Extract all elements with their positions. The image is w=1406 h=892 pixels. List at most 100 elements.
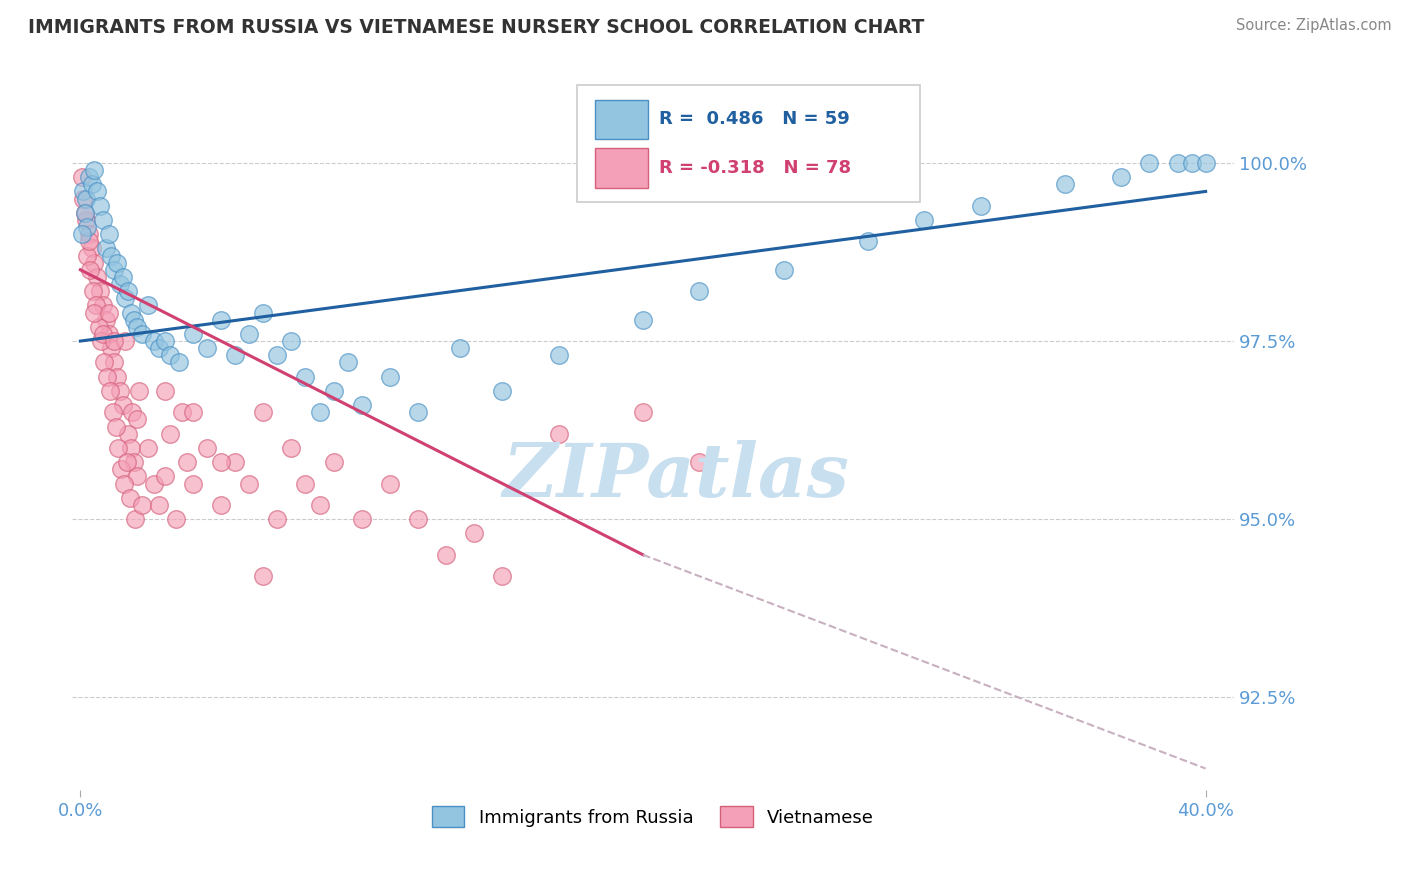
Point (94, 242, 117, 256)
Point (322, 455, 344, 469)
Point (76, 220, 98, 235)
Point (86, 269, 108, 284)
Legend: Immigrants from Russia, Vietnamese: Immigrants from Russia, Vietnamese (425, 799, 882, 834)
Point (378, 476, 401, 491)
Point (105, 255, 128, 269)
Point (772, 262, 794, 277)
Point (181, 405, 204, 419)
Point (111, 398, 134, 412)
Point (125, 469, 148, 483)
Point (87, 319, 110, 334)
Point (104, 419, 127, 434)
Point (82, 284, 104, 298)
Text: ZIPatlas: ZIPatlas (503, 440, 849, 513)
Point (547, 426, 569, 441)
Point (117, 426, 139, 441)
Point (103, 262, 125, 277)
Point (84, 298, 107, 312)
Point (308, 498, 330, 512)
Point (122, 455, 145, 469)
Point (91, 213, 114, 227)
Point (406, 512, 429, 526)
Point (131, 498, 153, 512)
Point (93, 355, 115, 369)
Point (350, 398, 373, 412)
Point (167, 355, 190, 369)
Point (97, 305, 120, 319)
Point (224, 348, 246, 362)
Point (336, 355, 359, 369)
Point (91, 298, 114, 312)
Point (252, 569, 274, 583)
Point (142, 334, 165, 348)
Point (107, 441, 129, 455)
Point (83, 163, 105, 178)
Point (125, 319, 148, 334)
Point (434, 548, 457, 562)
Point (89, 199, 111, 213)
Point (70, 227, 93, 242)
Point (252, 305, 274, 319)
Text: R = -0.318   N = 78: R = -0.318 N = 78 (658, 159, 851, 177)
Point (73, 206, 96, 220)
Point (72, 192, 94, 206)
Point (378, 369, 401, 384)
FancyBboxPatch shape (595, 148, 648, 188)
Point (1109, 170, 1132, 185)
Point (120, 305, 142, 319)
Point (176, 455, 198, 469)
Point (117, 284, 139, 298)
Point (1137, 156, 1160, 170)
Point (96, 369, 118, 384)
Point (77, 170, 100, 185)
Point (108, 384, 131, 398)
Point (110, 462, 132, 476)
Point (280, 441, 302, 455)
Point (631, 405, 654, 419)
Point (112, 476, 135, 491)
Point (94, 312, 117, 326)
Point (406, 405, 429, 419)
Point (238, 326, 260, 341)
Point (122, 312, 145, 326)
Point (136, 441, 159, 455)
Point (108, 277, 131, 291)
FancyBboxPatch shape (578, 85, 920, 202)
Point (159, 426, 181, 441)
Point (73, 206, 96, 220)
Point (100, 249, 122, 263)
Point (491, 569, 513, 583)
Point (449, 341, 471, 355)
Point (124, 512, 146, 526)
Point (103, 334, 125, 348)
Text: IMMIGRANTS FROM RUSSIA VS VIETNAMESE NURSERY SCHOOL CORRELATION CHART: IMMIGRANTS FROM RUSSIA VS VIETNAMESE NUR… (28, 18, 925, 37)
Point (105, 369, 128, 384)
Point (148, 498, 170, 512)
Point (91, 326, 114, 341)
Point (1166, 156, 1188, 170)
Point (97, 326, 120, 341)
Point (121, 405, 143, 419)
Point (209, 498, 232, 512)
Point (266, 348, 288, 362)
Point (224, 455, 246, 469)
Point (280, 334, 302, 348)
Point (89, 284, 111, 298)
Point (72, 185, 94, 199)
Point (125, 412, 148, 426)
Point (97, 227, 120, 242)
Point (266, 512, 288, 526)
Point (165, 512, 187, 526)
Point (80, 242, 103, 256)
Point (252, 405, 274, 419)
Point (118, 491, 141, 505)
Point (322, 384, 344, 398)
Point (688, 455, 710, 469)
Point (114, 291, 136, 305)
Point (100, 341, 122, 355)
Point (83, 305, 105, 319)
Point (70, 170, 93, 185)
Point (294, 476, 316, 491)
Point (294, 369, 316, 384)
Point (153, 384, 176, 398)
